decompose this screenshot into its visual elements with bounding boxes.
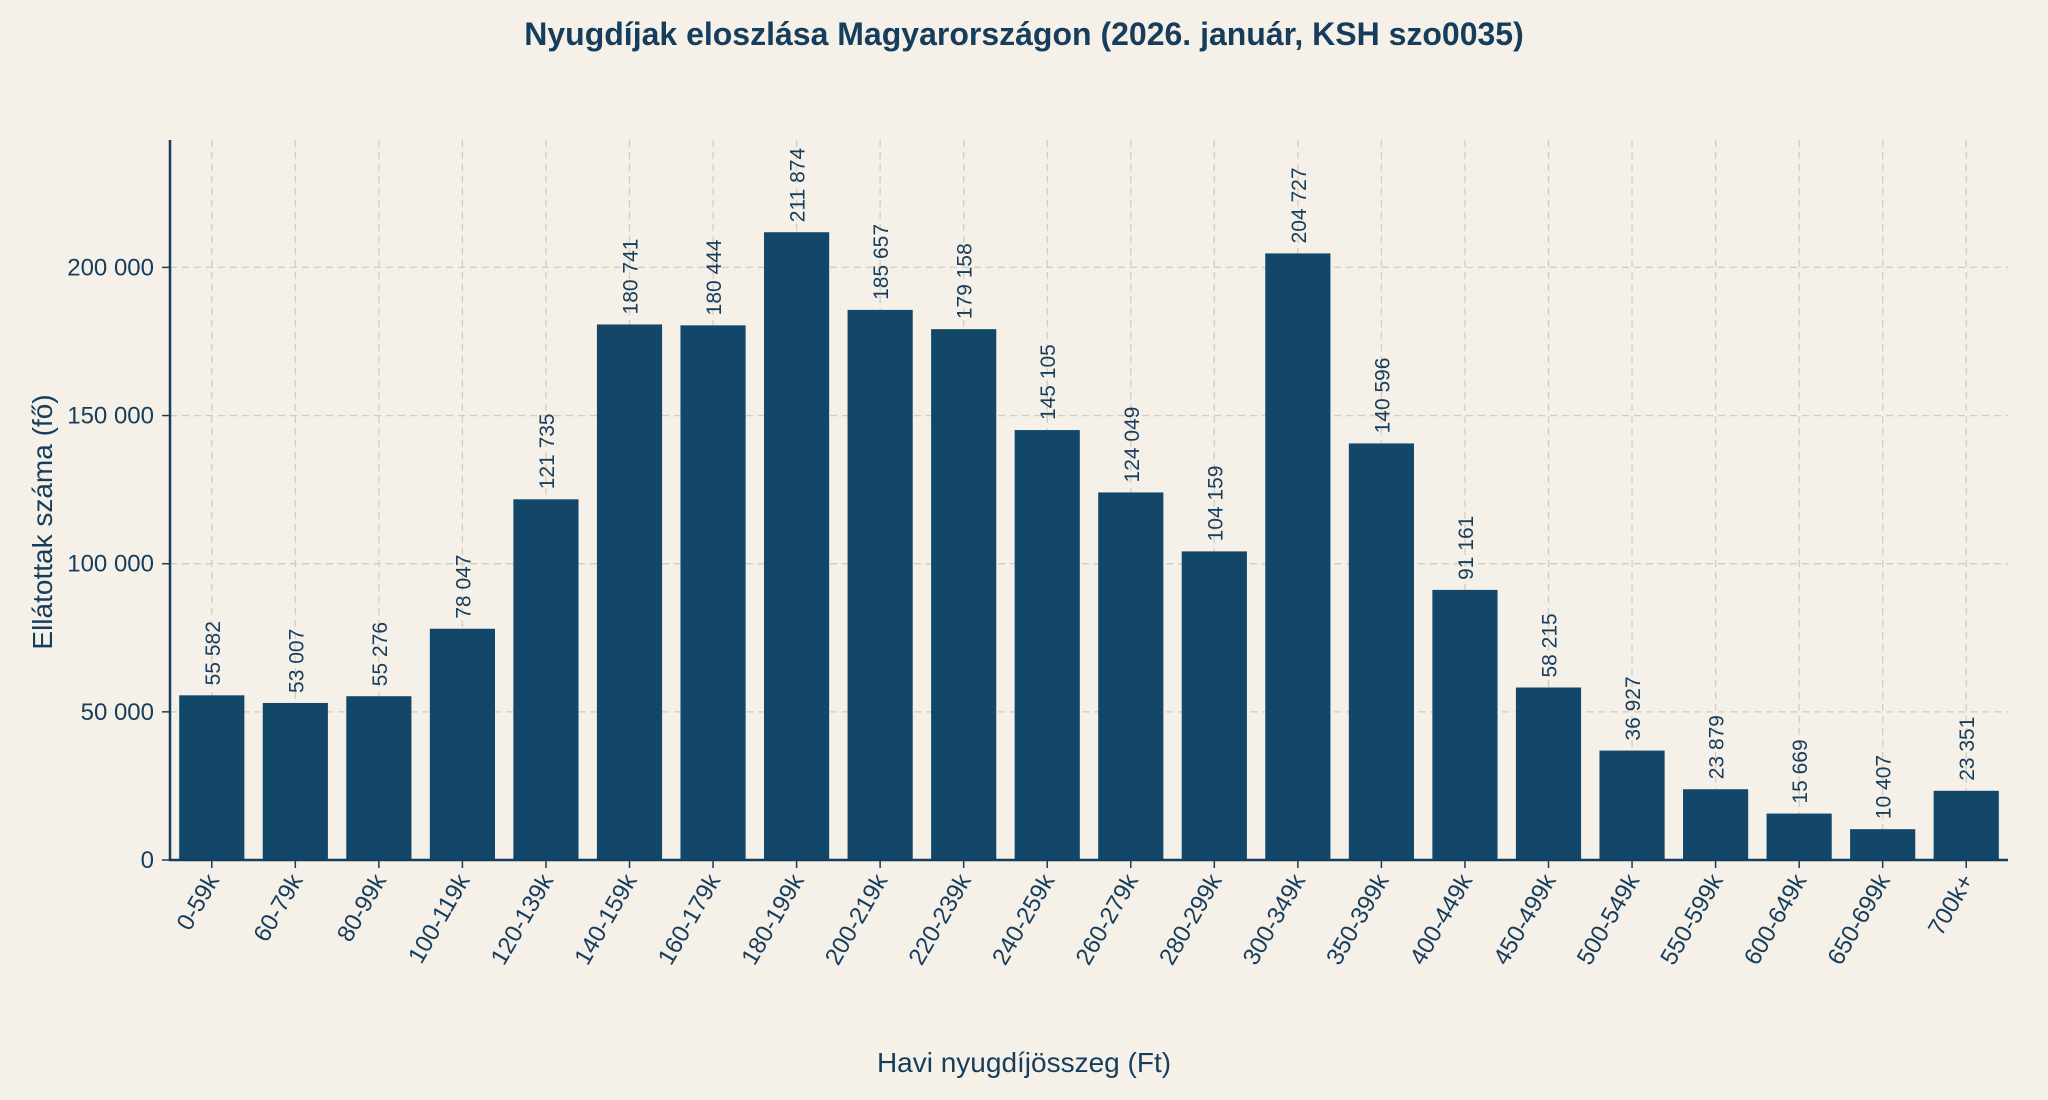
x-tick-label-260-279k: 260-279k <box>1071 869 1145 970</box>
bar-350-399k <box>1348 443 1414 860</box>
bar-550-599k <box>1683 789 1749 860</box>
data-label-350-399k: 140 596 <box>1371 357 1394 433</box>
x-tick-label-280-299k: 280-299k <box>1154 869 1228 970</box>
data-label-80-99k: 55 276 <box>369 622 392 686</box>
y-axis-label: Ellátottak száma (fő) <box>27 394 58 649</box>
x-tick-label-160-179k: 160-179k <box>653 869 727 970</box>
x-tick-label-200-219k: 200-219k <box>820 869 894 970</box>
x-tick-label-300-349k: 300-349k <box>1238 869 1312 970</box>
bar-180-199k <box>764 232 830 860</box>
data-label-450-499k: 58 215 <box>1539 613 1562 677</box>
bar-400-449k <box>1432 589 1498 860</box>
x-tick-label-400-449k: 400-449k <box>1405 869 1479 970</box>
x-tick-label-0-59k: 0-59k <box>172 869 226 935</box>
bar-80-99k <box>346 696 412 860</box>
data-label-500-549k: 36 927 <box>1622 676 1645 740</box>
y-tick-label: 100 000 <box>67 551 154 578</box>
data-label-220-239k: 179 158 <box>954 243 977 319</box>
y-tick-label: 0 <box>141 847 154 874</box>
data-label-0-59k: 55 582 <box>202 621 225 685</box>
bar-200-219k <box>847 309 913 861</box>
chart-title: Nyugdíjak eloszlása Magyarországon (2026… <box>524 16 1524 52</box>
x-tick-label-240-259k: 240-259k <box>987 869 1061 970</box>
y-tick-label: 50 000 <box>81 699 154 726</box>
x-tick-label-80-99k: 80-99k <box>332 869 393 947</box>
bar-700k+ <box>1933 790 1999 860</box>
bar-0-59k <box>179 695 245 860</box>
bar-450-499k <box>1515 687 1582 860</box>
x-tick-label-140-159k: 140-159k <box>569 869 643 970</box>
x-axis-label: Havi nyugdíjösszeg (Ft) <box>877 1047 1171 1078</box>
x-tick-label-650-699k: 650-699k <box>1822 869 1896 970</box>
data-label-300-349k: 204 727 <box>1288 167 1311 243</box>
x-axis-ticks: 0-59k 60-79k 80-99k 100-119k 120-139k 140-159… <box>172 860 1979 970</box>
x-tick-label-120-139k: 120-139k <box>486 869 560 970</box>
data-label-200-219k: 185 657 <box>870 224 893 300</box>
bar-280-299k <box>1181 551 1247 860</box>
bar-260-279k <box>1098 492 1164 860</box>
data-label-160-179k: 180 444 <box>703 239 726 315</box>
bar-120-139k <box>513 499 579 860</box>
x-tick-label-450-499k: 450-499k <box>1488 869 1562 970</box>
y-tick-label: 200 000 <box>67 254 154 281</box>
x-tick-label-180-199k: 180-199k <box>736 869 810 970</box>
data-label-100-119k: 78 047 <box>452 555 475 619</box>
bar-500-549k <box>1599 750 1665 860</box>
bar-140-159k <box>596 324 663 861</box>
bar-60-79k <box>262 702 328 860</box>
data-label-120-139k: 121 735 <box>536 413 559 489</box>
bar-160-179k <box>680 325 746 861</box>
bar-100-119k <box>429 628 495 860</box>
bar-220-239k <box>931 329 997 860</box>
data-label-140-159k: 180 741 <box>620 239 643 315</box>
x-tick-label-700k+: 700k+ <box>1923 870 1979 941</box>
x-tick-label-350-399k: 350-399k <box>1321 869 1395 970</box>
data-label-280-299k: 104 159 <box>1204 465 1227 541</box>
data-labels: 55 582 53 007 55 276 78 047 121 735 180 741 18… <box>202 148 1979 820</box>
x-tick-label-220-239k: 220-239k <box>903 869 977 970</box>
x-tick-label-550-599k: 550-599k <box>1655 869 1729 970</box>
x-tick-label-60-79k: 60-79k <box>248 869 309 947</box>
bar-240-259k <box>1014 430 1080 860</box>
x-tick-label-100-119k: 100-119k <box>403 869 476 968</box>
x-tick-label-500-549k: 500-549k <box>1572 869 1646 970</box>
y-tick-label: 150 000 <box>67 403 154 430</box>
y-axis-ticks: 0 50 000 100 000 150 000 200 000 <box>67 254 170 874</box>
data-label-260-279k: 124 049 <box>1121 407 1144 483</box>
bars <box>179 232 1999 861</box>
bar-600-649k <box>1766 813 1832 860</box>
data-label-240-259k: 145 105 <box>1037 344 1060 420</box>
bar-300-349k <box>1265 253 1331 860</box>
data-label-60-79k: 53 007 <box>285 629 308 693</box>
data-label-700k+: 23 351 <box>1956 717 1979 781</box>
data-label-650-699k: 10 407 <box>1873 755 1896 819</box>
x-tick-label-600-649k: 600-649k <box>1739 869 1813 970</box>
data-label-550-599k: 23 879 <box>1706 715 1729 779</box>
data-label-400-449k: 91 161 <box>1455 516 1478 580</box>
data-label-180-199k: 211 874 <box>787 148 810 223</box>
bar-650-699k <box>1850 829 1916 860</box>
data-label-600-649k: 15 669 <box>1789 739 1812 803</box>
